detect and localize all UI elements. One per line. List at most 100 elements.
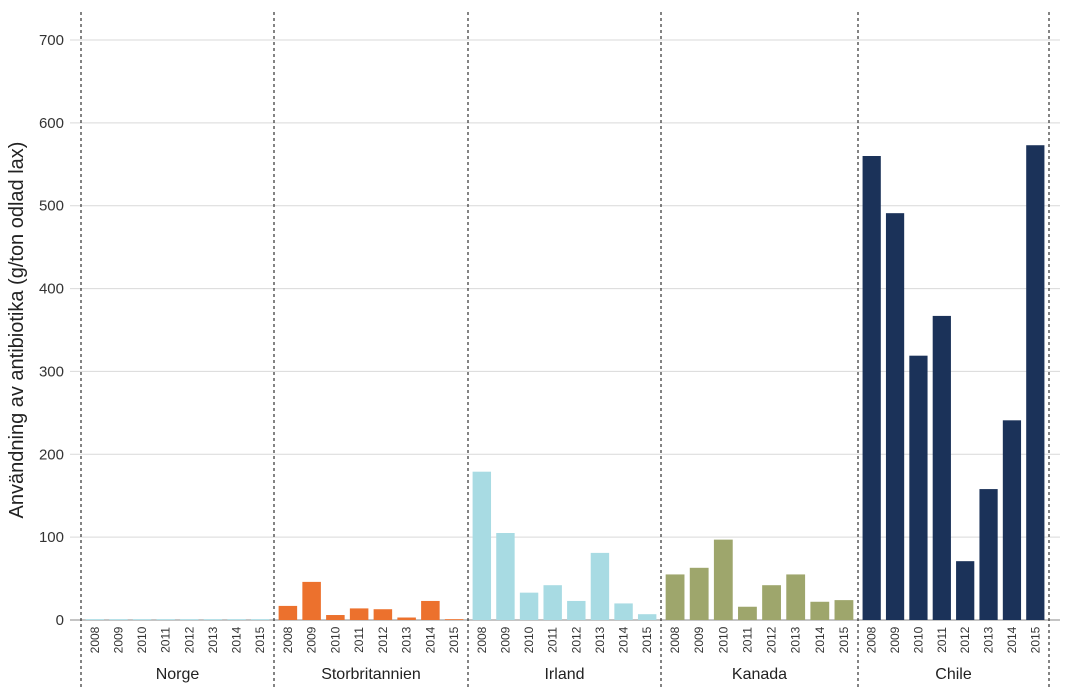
year-label: 2010	[522, 626, 536, 653]
group-label: Storbritannien	[321, 666, 421, 683]
year-label: 2010	[911, 626, 925, 653]
bar	[496, 533, 515, 620]
year-label: 2013	[206, 626, 220, 653]
bar	[762, 585, 781, 620]
bar	[132, 619, 152, 620]
y-tick-label: 500	[39, 198, 64, 215]
bar	[979, 489, 998, 620]
bar	[180, 619, 199, 620]
y-tick-label: 200	[39, 446, 64, 463]
year-label: 2012	[376, 626, 390, 653]
bar	[786, 574, 806, 620]
y-tick-label: 600	[39, 115, 64, 132]
gridlines	[70, 39, 1060, 621]
year-label: 2008	[668, 626, 682, 653]
year-label: 2011	[546, 627, 560, 653]
bar	[349, 608, 369, 620]
y-axis-ticks: 0 100 200 300 400 500 600 700	[39, 32, 64, 629]
y-tick-label: 0	[56, 612, 64, 629]
bar	[472, 471, 492, 620]
year-label: 2011	[935, 627, 949, 653]
bar	[738, 606, 757, 620]
bar	[397, 617, 416, 620]
bar	[713, 539, 733, 620]
year-label: 2015	[1028, 626, 1042, 653]
year-label: 2015	[253, 626, 267, 653]
bar	[862, 156, 881, 620]
year-label: 2013	[593, 626, 607, 653]
y-axis-label: Användning av antibiotika (g/ton odlad l…	[6, 142, 28, 519]
year-label: 2012	[569, 626, 583, 653]
bar	[932, 315, 951, 620]
year-label: 2008	[88, 626, 102, 653]
year-label: 2011	[159, 627, 173, 653]
year-label: 2008	[281, 626, 295, 653]
year-label: 2014	[230, 626, 244, 653]
year-label: 2013	[400, 626, 414, 653]
year-label: 2011	[740, 627, 754, 653]
bar	[326, 615, 345, 620]
bar	[302, 581, 321, 620]
year-label: 2009	[498, 626, 512, 653]
year-label: 2012	[958, 626, 972, 653]
bar	[203, 619, 223, 620]
group-label: Chile	[935, 666, 972, 683]
year-label: 2009	[692, 626, 706, 653]
bars	[85, 145, 1045, 620]
bar	[885, 213, 905, 620]
bar	[614, 603, 633, 620]
year-label: 2015	[640, 626, 654, 653]
y-tick-label: 700	[39, 32, 64, 49]
bar	[227, 619, 246, 620]
year-labels: 2008 2009 2010 2011 2012 2013 2014 2015 2008 2009…	[88, 626, 1043, 653]
bar	[278, 605, 298, 620]
bar	[834, 600, 854, 620]
bar	[421, 600, 440, 620]
bar	[373, 609, 393, 620]
year-label: 2013	[789, 626, 803, 653]
year-label: 2013	[982, 626, 996, 653]
year-label: 2014	[1005, 626, 1019, 653]
bar	[567, 600, 586, 620]
year-label: 2014	[813, 626, 827, 653]
bar	[590, 552, 610, 620]
year-label: 2010	[716, 626, 730, 653]
bar	[543, 585, 562, 620]
bar	[637, 614, 657, 620]
year-label: 2011	[352, 627, 366, 653]
year-label: 2014	[617, 626, 631, 653]
year-label: 2008	[475, 626, 489, 653]
year-label: 2009	[305, 626, 319, 653]
year-label: 2010	[328, 626, 342, 653]
group-dividers	[80, 12, 1050, 690]
group-label: Norge	[156, 666, 200, 683]
bar	[444, 619, 464, 620]
bar	[85, 619, 105, 620]
group-label: Irland	[544, 666, 584, 683]
bar	[156, 619, 175, 620]
bar	[909, 355, 928, 620]
year-label: 2009	[111, 626, 125, 653]
year-label: 2012	[765, 626, 779, 653]
year-label: 2015	[837, 626, 851, 653]
bar	[810, 601, 830, 620]
bar	[250, 619, 270, 620]
year-label: 2009	[888, 626, 902, 653]
year-label: 2012	[182, 626, 196, 653]
group-label: Kanada	[732, 666, 787, 683]
bar	[109, 619, 128, 620]
bar	[1002, 420, 1022, 620]
bar	[519, 592, 539, 620]
y-tick-label: 300	[39, 363, 64, 380]
bar	[665, 574, 685, 620]
group-labels: Norge Storbritannien Irland Kanada Chile	[156, 666, 972, 683]
y-tick-label: 100	[39, 529, 64, 546]
bar	[689, 567, 709, 620]
year-label: 2015	[447, 626, 461, 653]
bar	[1026, 145, 1045, 620]
year-label: 2014	[423, 626, 437, 653]
year-label: 2008	[865, 626, 879, 653]
bar	[956, 561, 975, 620]
y-tick-label: 400	[39, 281, 64, 298]
